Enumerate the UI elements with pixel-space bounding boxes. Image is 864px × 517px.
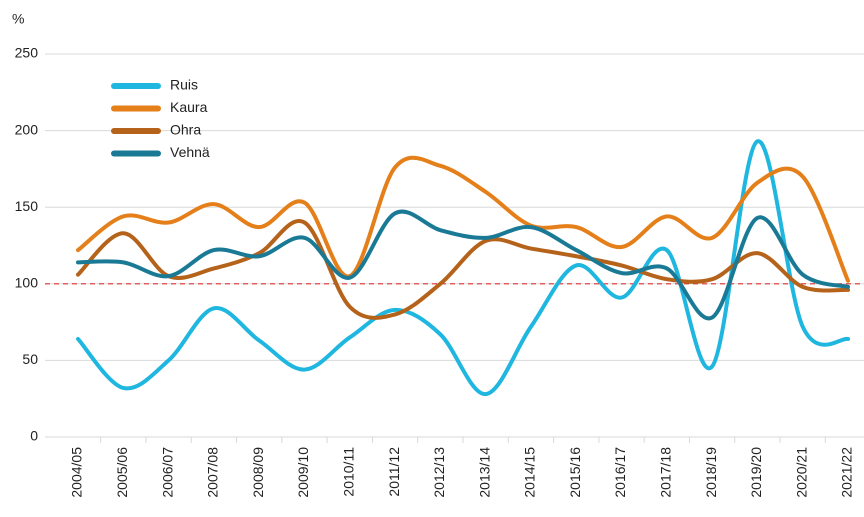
y-axis-label: %: [12, 11, 24, 27]
legend-label: Kaura: [170, 99, 208, 115]
x-tick-label: 2007/08: [205, 447, 221, 498]
x-tick-label: 2017/18: [658, 447, 674, 498]
legend-label: Ohra: [170, 122, 201, 138]
x-tick-label: 2011/12: [386, 447, 402, 497]
y-tick-label: 50: [22, 351, 38, 367]
x-tick-label: 2021/22: [839, 447, 855, 498]
x-tick-label: 2014/15: [522, 447, 538, 498]
y-tick-label: 0: [30, 428, 38, 444]
x-tick-label: 2009/10: [295, 447, 311, 498]
line-series: [76, 209, 850, 321]
x-tick-label: 2004/05: [69, 447, 85, 498]
x-tick-label: 2010/11: [340, 447, 356, 497]
legend-label: Ruis: [170, 77, 198, 93]
y-tick-label: 250: [15, 45, 39, 61]
y-tick-label: 150: [15, 198, 39, 214]
line-series: [76, 139, 850, 397]
x-tick-label: 2006/07: [159, 447, 175, 498]
x-tick-label: 2016/17: [612, 447, 628, 498]
line-series: [76, 218, 850, 320]
line-series: [76, 155, 850, 283]
x-tick-label: 2008/09: [250, 447, 266, 498]
x-tick-label: 2015/16: [567, 447, 583, 498]
x-tick-label: 2019/20: [748, 447, 764, 498]
x-tick-label: 2012/13: [431, 447, 447, 498]
x-tick-label: 2018/19: [703, 447, 719, 498]
y-tick-label: 100: [15, 275, 39, 291]
legend-label: Vehnä: [170, 144, 210, 160]
x-tick-label: 2020/21: [793, 447, 809, 498]
y-tick-label: 200: [15, 121, 39, 137]
x-tick-label: 2013/14: [476, 447, 492, 498]
x-tick-label: 2005/06: [114, 447, 130, 498]
